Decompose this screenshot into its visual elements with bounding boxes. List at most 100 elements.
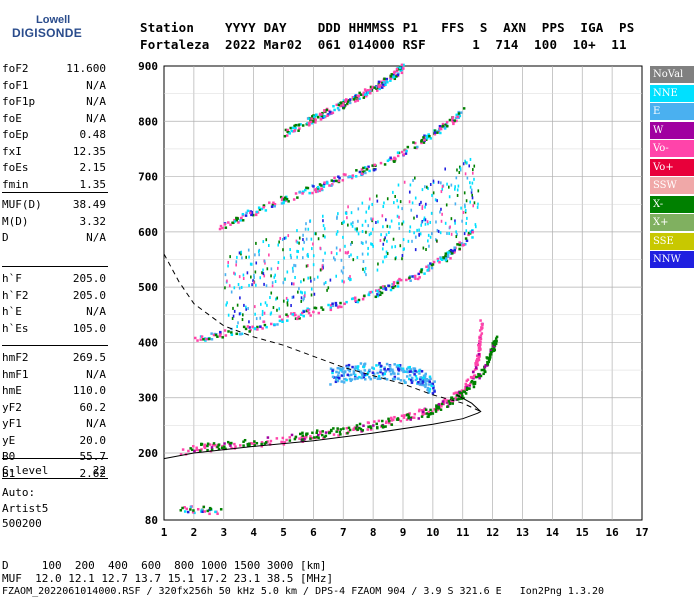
echo-point (298, 317, 301, 320)
echo-point (387, 284, 390, 288)
echo-point (347, 223, 349, 227)
echo-point (356, 97, 360, 101)
echo-point (302, 238, 304, 242)
echo-point (381, 83, 385, 86)
echo-point (206, 509, 209, 513)
echo-point (464, 172, 467, 176)
echo-point (435, 220, 437, 224)
echo-point (423, 216, 426, 220)
echo-point (349, 278, 351, 282)
echo-point (328, 109, 331, 113)
echo-point (408, 377, 411, 381)
echo-point (422, 376, 425, 380)
param-key: foF2 (2, 62, 29, 75)
echo-point (268, 253, 270, 257)
echo-point (335, 232, 338, 236)
echo-point (354, 175, 358, 178)
echo-point (399, 244, 402, 248)
echo-point (459, 391, 462, 394)
echo-point (442, 256, 445, 259)
echo-point (297, 290, 299, 294)
echo-point (392, 237, 395, 241)
echo-point (320, 114, 324, 118)
echo-point (365, 240, 367, 244)
echo-point (457, 110, 461, 114)
echo-point (418, 372, 421, 375)
param-key: h`Es (2, 321, 29, 335)
echo-point (337, 108, 341, 112)
echo-point (466, 216, 468, 220)
echo-point (235, 263, 237, 267)
echo-point (295, 317, 299, 321)
echo-point (297, 250, 300, 254)
echo-point (310, 237, 313, 241)
echo-point (257, 250, 260, 254)
echo-point (324, 251, 326, 255)
echo-point (290, 129, 293, 133)
echo-point (460, 389, 464, 392)
echo-point (285, 134, 289, 137)
echo-point (464, 392, 468, 395)
echo-point (454, 202, 457, 206)
echo-point (393, 372, 396, 375)
echo-point (430, 232, 433, 236)
param-row: yE 20.0 (2, 434, 106, 452)
echo-point (327, 286, 330, 290)
echo-point (315, 435, 319, 439)
echo-point (364, 93, 367, 96)
param-value: 3.32 (79, 214, 107, 228)
auto-code: 500200 (2, 517, 42, 530)
echo-point (446, 255, 450, 259)
echo-point (315, 232, 317, 236)
echo-point (285, 296, 288, 300)
echo-point (412, 367, 415, 370)
echo-point (361, 201, 364, 205)
echo-point (195, 448, 199, 452)
param-value: N/A (86, 305, 106, 318)
echo-point (399, 419, 403, 423)
echo-point (365, 93, 369, 97)
echo-point (251, 283, 253, 287)
echo-point (413, 412, 417, 416)
x-tick-label: 4 (250, 526, 257, 539)
echo-point (367, 246, 369, 250)
echo-point (310, 436, 314, 440)
param-key: foEs (2, 161, 29, 174)
echo-point (373, 376, 377, 379)
echo-point (439, 127, 442, 130)
x-tick-label: 5 (280, 526, 287, 539)
echo-point (461, 394, 464, 398)
echo-point (397, 183, 400, 187)
echo-point (455, 113, 458, 117)
echo-point (314, 188, 317, 191)
echo-point (263, 282, 265, 286)
echo-point (456, 168, 458, 172)
echo-point (365, 210, 368, 214)
echo-point (218, 227, 222, 231)
echo-point (430, 382, 433, 385)
echo-point (342, 374, 345, 377)
echo-point (422, 374, 426, 378)
echo-point (227, 313, 230, 317)
echo-point (346, 373, 350, 377)
echo-point (470, 190, 473, 194)
echo-point (338, 305, 341, 308)
echo-point (242, 273, 245, 277)
echo-point (312, 436, 316, 439)
echo-point (361, 170, 365, 174)
echo-point (493, 344, 496, 348)
echo-point (300, 311, 304, 315)
echo-point (450, 232, 453, 236)
echo-point (488, 357, 491, 360)
echo-point (372, 168, 376, 172)
echo-point (263, 442, 267, 445)
echo-point (253, 444, 256, 447)
echo-point (278, 307, 281, 311)
echo-point (185, 507, 188, 511)
echo-point (377, 80, 381, 84)
echo-point (426, 268, 430, 272)
echo-point (276, 308, 278, 312)
echo-point (455, 176, 458, 180)
param-key: hmE (2, 384, 22, 397)
echo-point (381, 287, 385, 291)
